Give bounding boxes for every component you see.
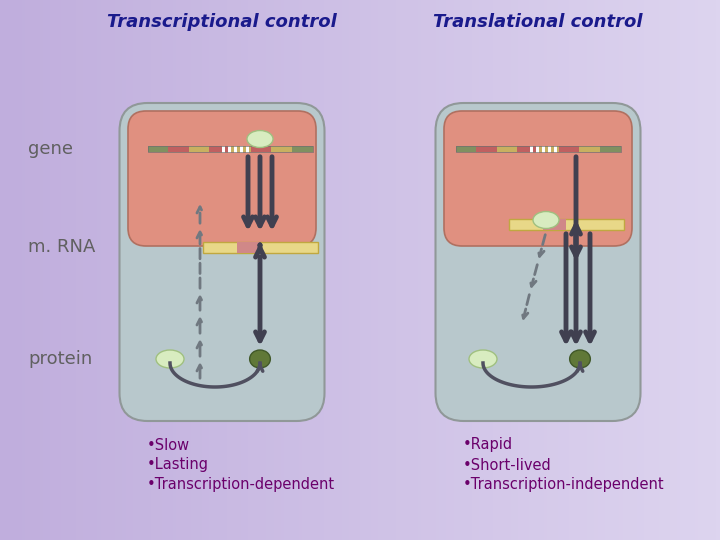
Text: •Transcription-independent: •Transcription-independent bbox=[463, 477, 665, 492]
Bar bbox=[518, 146, 538, 152]
FancyBboxPatch shape bbox=[444, 111, 632, 246]
Text: •Rapid: •Rapid bbox=[463, 437, 513, 453]
Text: protein: protein bbox=[28, 350, 92, 368]
Text: •Slow: •Slow bbox=[147, 437, 190, 453]
FancyBboxPatch shape bbox=[120, 103, 325, 421]
Bar bbox=[222, 145, 225, 152]
Bar bbox=[230, 146, 251, 152]
Bar bbox=[271, 146, 292, 152]
Text: gene: gene bbox=[28, 140, 73, 158]
Bar bbox=[542, 145, 545, 152]
Bar bbox=[228, 145, 231, 152]
Bar bbox=[497, 146, 518, 152]
Text: Transcriptional control: Transcriptional control bbox=[107, 13, 337, 31]
Bar bbox=[543, 219, 566, 230]
Bar bbox=[251, 146, 271, 152]
Bar bbox=[600, 146, 621, 152]
Text: Translational control: Translational control bbox=[433, 13, 643, 31]
Bar bbox=[246, 145, 249, 152]
Bar bbox=[210, 146, 230, 152]
Bar bbox=[148, 146, 312, 152]
FancyBboxPatch shape bbox=[128, 111, 316, 246]
Bar bbox=[168, 146, 189, 152]
Bar bbox=[234, 145, 237, 152]
Bar bbox=[189, 146, 210, 152]
Bar bbox=[476, 146, 497, 152]
Bar bbox=[538, 146, 559, 152]
Bar bbox=[240, 145, 243, 152]
Bar bbox=[202, 241, 318, 253]
FancyBboxPatch shape bbox=[436, 103, 641, 421]
Bar bbox=[456, 146, 621, 152]
Bar bbox=[292, 146, 312, 152]
Bar bbox=[530, 145, 533, 152]
Ellipse shape bbox=[533, 212, 559, 228]
Bar bbox=[148, 146, 168, 152]
Bar bbox=[536, 145, 539, 152]
Text: •Transcription-dependent: •Transcription-dependent bbox=[147, 477, 335, 492]
Bar bbox=[559, 146, 580, 152]
Ellipse shape bbox=[570, 350, 590, 368]
Text: •Lasting: •Lasting bbox=[147, 457, 209, 472]
Bar bbox=[548, 145, 551, 152]
Ellipse shape bbox=[247, 131, 273, 147]
Text: •Short-lived: •Short-lived bbox=[463, 457, 552, 472]
Bar bbox=[580, 146, 600, 152]
Bar bbox=[508, 219, 624, 230]
Ellipse shape bbox=[250, 350, 270, 368]
Bar bbox=[554, 145, 557, 152]
Ellipse shape bbox=[156, 350, 184, 368]
Ellipse shape bbox=[469, 350, 497, 368]
Bar bbox=[456, 146, 476, 152]
Bar bbox=[237, 241, 260, 253]
Text: m. RNA: m. RNA bbox=[28, 238, 95, 256]
